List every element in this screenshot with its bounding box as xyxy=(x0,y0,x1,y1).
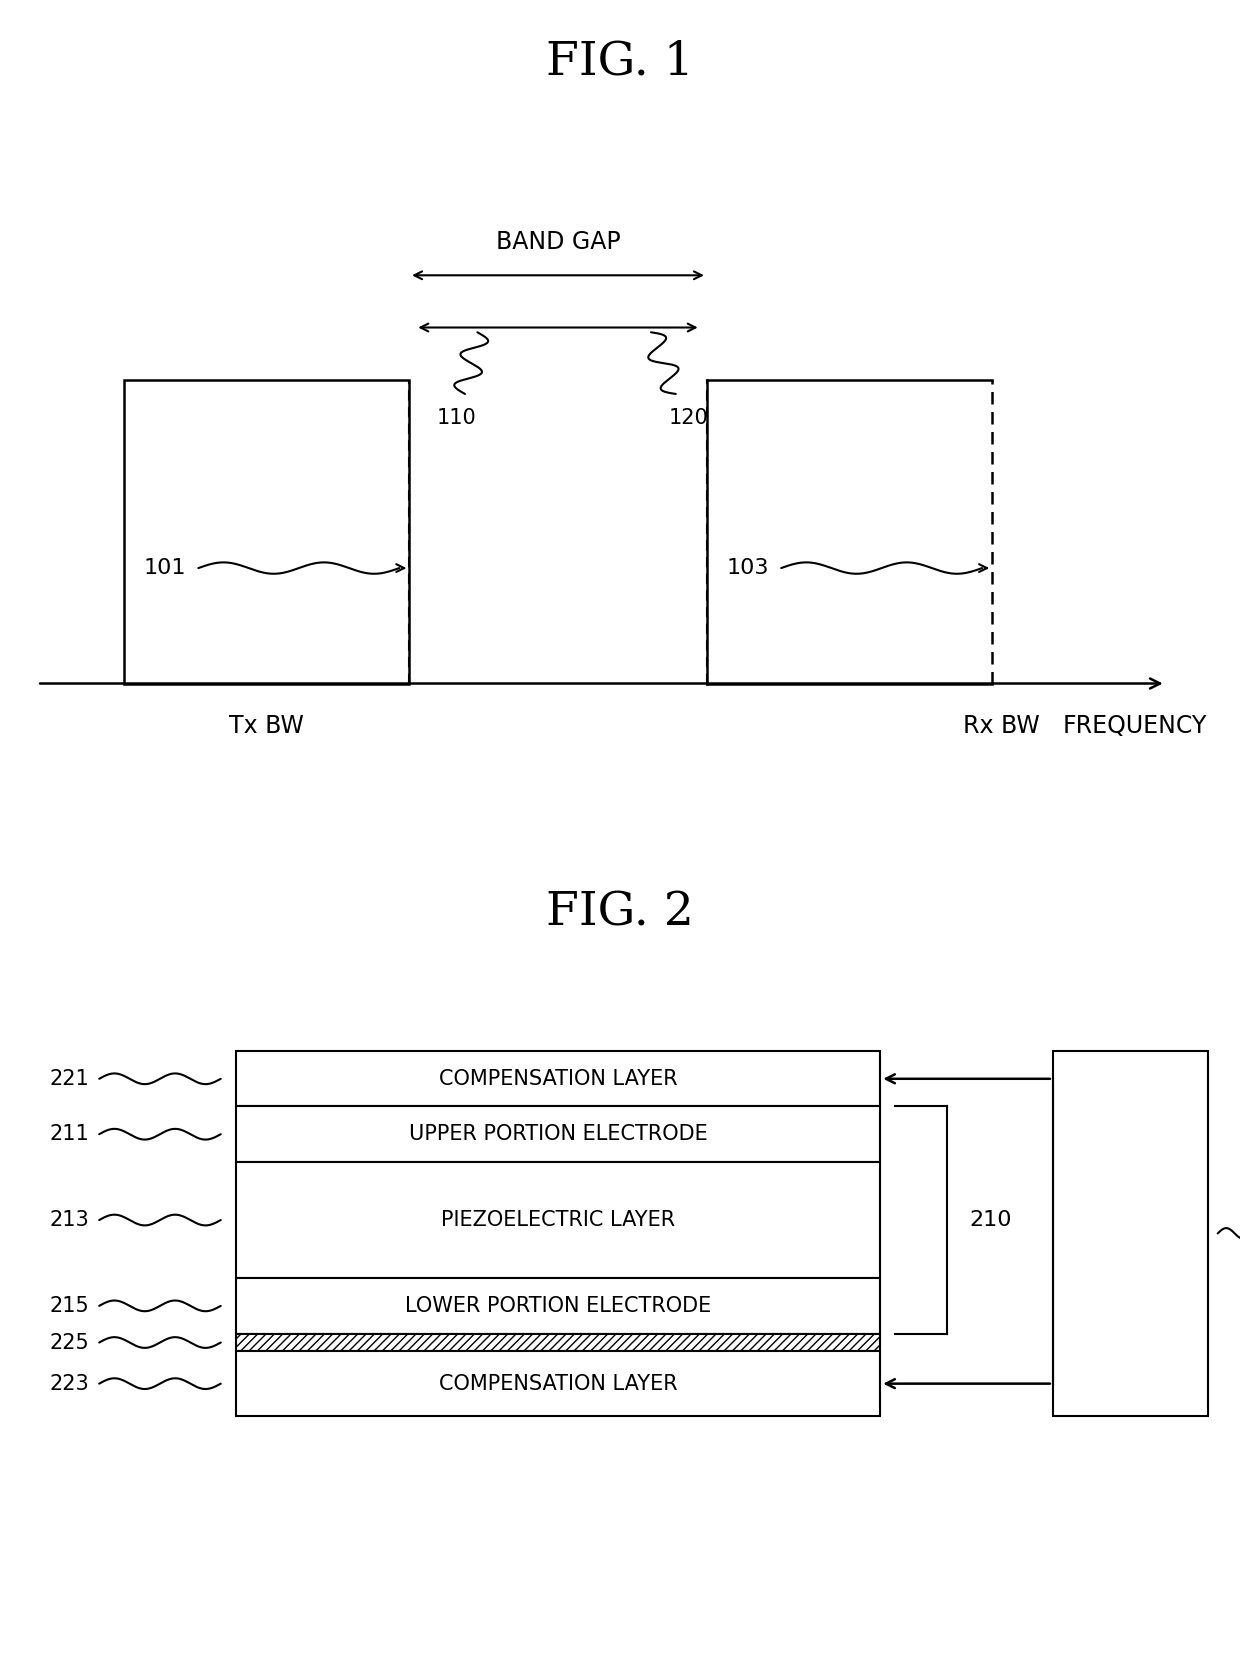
Text: 120: 120 xyxy=(668,408,708,428)
Bar xyxy=(124,380,409,684)
Bar xyxy=(236,1052,880,1107)
Text: 221: 221 xyxy=(50,1068,89,1088)
Text: COMPENSATION LAYER: COMPENSATION LAYER xyxy=(439,1374,677,1394)
Text: FIG. 1: FIG. 1 xyxy=(546,40,694,85)
Text: 213: 213 xyxy=(50,1209,89,1229)
Text: UPPER PORTION ELECTRODE: UPPER PORTION ELECTRODE xyxy=(409,1125,707,1145)
Text: 101: 101 xyxy=(144,557,186,577)
Bar xyxy=(236,1352,880,1415)
Text: FIG. 2: FIG. 2 xyxy=(546,889,694,936)
Bar xyxy=(236,1107,880,1161)
Text: LOWER PORTION ELECTRODE: LOWER PORTION ELECTRODE xyxy=(405,1296,711,1316)
Text: 210: 210 xyxy=(970,1209,1012,1229)
Text: 223: 223 xyxy=(50,1374,89,1394)
Text: Tx BW: Tx BW xyxy=(229,713,304,738)
Text: BAND GAP: BAND GAP xyxy=(496,231,620,254)
Bar xyxy=(236,1161,880,1277)
Text: 215: 215 xyxy=(50,1296,89,1316)
Text: Rx BW: Rx BW xyxy=(963,713,1040,738)
Bar xyxy=(1053,1052,1208,1415)
Text: FREQUENCY: FREQUENCY xyxy=(1063,713,1207,738)
Text: PIEZOELECTRIC LAYER: PIEZOELECTRIC LAYER xyxy=(441,1209,675,1229)
Bar xyxy=(236,1277,880,1334)
Bar xyxy=(236,1334,880,1352)
Text: 225: 225 xyxy=(50,1332,89,1352)
Text: 110: 110 xyxy=(436,408,476,428)
Text: COMPENSATION LAYER: COMPENSATION LAYER xyxy=(439,1068,677,1088)
Text: 103: 103 xyxy=(727,557,769,577)
Text: 211: 211 xyxy=(50,1125,89,1145)
